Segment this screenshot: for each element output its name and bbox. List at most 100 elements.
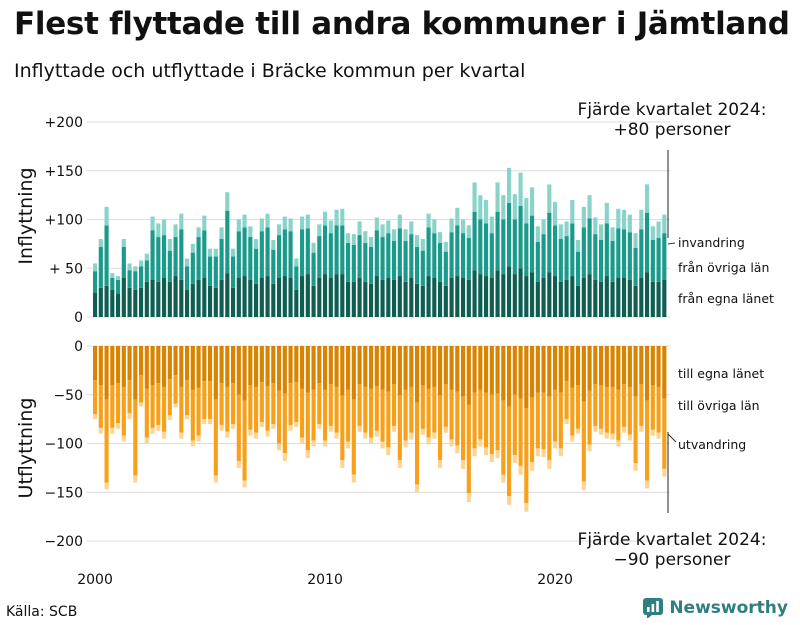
bar-out-intl <box>305 450 310 459</box>
bar-in-own <box>213 287 218 317</box>
xtick-label: 2010 <box>307 572 343 588</box>
bar-in-intl <box>93 263 98 272</box>
bar-out-intl <box>507 496 512 505</box>
bar-out-intl <box>553 441 558 449</box>
bar-out-intl <box>346 441 351 449</box>
bar-in-intl <box>317 224 322 237</box>
bar-in-other <box>656 238 661 282</box>
bar-in-intl <box>156 223 161 238</box>
bar-in-other <box>374 230 379 277</box>
bar-out-other <box>231 383 236 424</box>
bar-out-own <box>593 346 598 385</box>
bar-in-other <box>300 229 305 277</box>
bar-in-intl <box>576 239 581 252</box>
bar-out-other <box>512 394 517 456</box>
bar-in-own <box>363 281 368 317</box>
bar-out-other <box>495 393 500 451</box>
bar-out-other <box>323 389 328 441</box>
bar-in-own <box>478 274 483 317</box>
bar-out-own <box>236 346 241 395</box>
bar-out-own <box>461 346 466 397</box>
bar-in-own <box>438 281 443 317</box>
bar-in-intl <box>288 218 293 232</box>
bar-out-intl <box>535 448 540 457</box>
bar-out-intl <box>392 425 397 432</box>
bar-out-intl <box>501 474 506 483</box>
bar-in-intl <box>484 200 489 224</box>
bar-out-other <box>461 396 466 461</box>
bar-out-other <box>104 399 109 483</box>
bar-in-other <box>535 241 540 282</box>
bar-out-intl <box>622 426 627 433</box>
bar-out-own <box>162 346 167 387</box>
bar-in-intl <box>466 225 471 239</box>
bar-in-other <box>288 231 293 278</box>
bar-out-own <box>196 346 201 388</box>
bar-out-intl <box>656 432 661 439</box>
bar-in-own <box>231 287 236 317</box>
bar-in-own <box>323 274 328 317</box>
bar-in-other <box>369 246 374 284</box>
bar-in-other <box>616 228 621 279</box>
bar-out-own <box>185 346 190 381</box>
bar-out-own <box>357 346 362 385</box>
bar-out-intl <box>127 413 132 420</box>
bar-out-own <box>265 346 270 386</box>
bar-out-own <box>610 346 615 387</box>
bar-out-own <box>213 346 218 400</box>
bar-in-other <box>507 202 512 267</box>
bar-out-intl <box>173 403 178 408</box>
bar-out-other <box>616 389 621 441</box>
bar-in-intl <box>265 213 270 228</box>
bar-out-intl <box>380 441 385 449</box>
bar-in-intl <box>530 187 535 216</box>
bar-in-intl <box>219 227 224 239</box>
ytick-label-top: +200 <box>45 115 83 131</box>
bar-in-other <box>639 229 644 278</box>
bar-out-own <box>512 346 517 395</box>
bar-out-own <box>656 346 661 387</box>
bar-in-intl <box>535 226 540 242</box>
outflow-bars <box>93 346 667 512</box>
bar-in-own <box>633 285 638 317</box>
bar-in-own <box>340 274 345 317</box>
bar-out-other <box>242 400 247 481</box>
bar-out-intl <box>541 449 546 458</box>
bar-out-own <box>328 346 333 385</box>
bar-out-intl <box>564 419 569 425</box>
bar-in-other <box>420 250 425 286</box>
bar-out-intl <box>202 419 207 425</box>
bar-in-own <box>616 278 621 317</box>
bar-out-intl <box>403 440 408 448</box>
bar-in-own <box>593 279 598 317</box>
bar-out-own <box>449 346 454 390</box>
bar-out-other <box>179 386 184 433</box>
bar-out-own <box>150 346 155 385</box>
bar-out-own <box>323 346 328 390</box>
bar-in-intl <box>116 276 121 280</box>
bar-in-intl <box>489 216 494 234</box>
bar-out-own <box>524 346 529 409</box>
axis-labels: 0 + 50 +100 +150 +200 0 −50 −100 −150 −200 2000 201… <box>45 115 573 588</box>
bar-in-intl <box>501 195 506 220</box>
bar-in-other <box>489 233 494 278</box>
bar-out-own <box>443 346 448 385</box>
bar-in-own <box>650 281 655 317</box>
bar-out-other <box>581 401 586 482</box>
bar-in-intl <box>438 232 443 243</box>
bar-in-other <box>530 215 535 273</box>
bar-in-intl <box>144 253 149 261</box>
bar-in-intl <box>386 220 391 234</box>
bar-out-own <box>547 346 552 397</box>
bar-out-own <box>116 346 121 384</box>
bar-out-own <box>507 346 512 407</box>
bar-out-other <box>208 381 213 420</box>
bar-in-intl <box>271 239 276 250</box>
bar-in-own <box>472 270 477 317</box>
bar-in-intl <box>334 209 339 226</box>
bar-in-other <box>593 234 598 280</box>
bar-in-own <box>305 274 310 317</box>
bar-out-other <box>340 395 345 461</box>
bar-out-own <box>403 346 408 390</box>
bar-in-intl <box>622 209 627 230</box>
